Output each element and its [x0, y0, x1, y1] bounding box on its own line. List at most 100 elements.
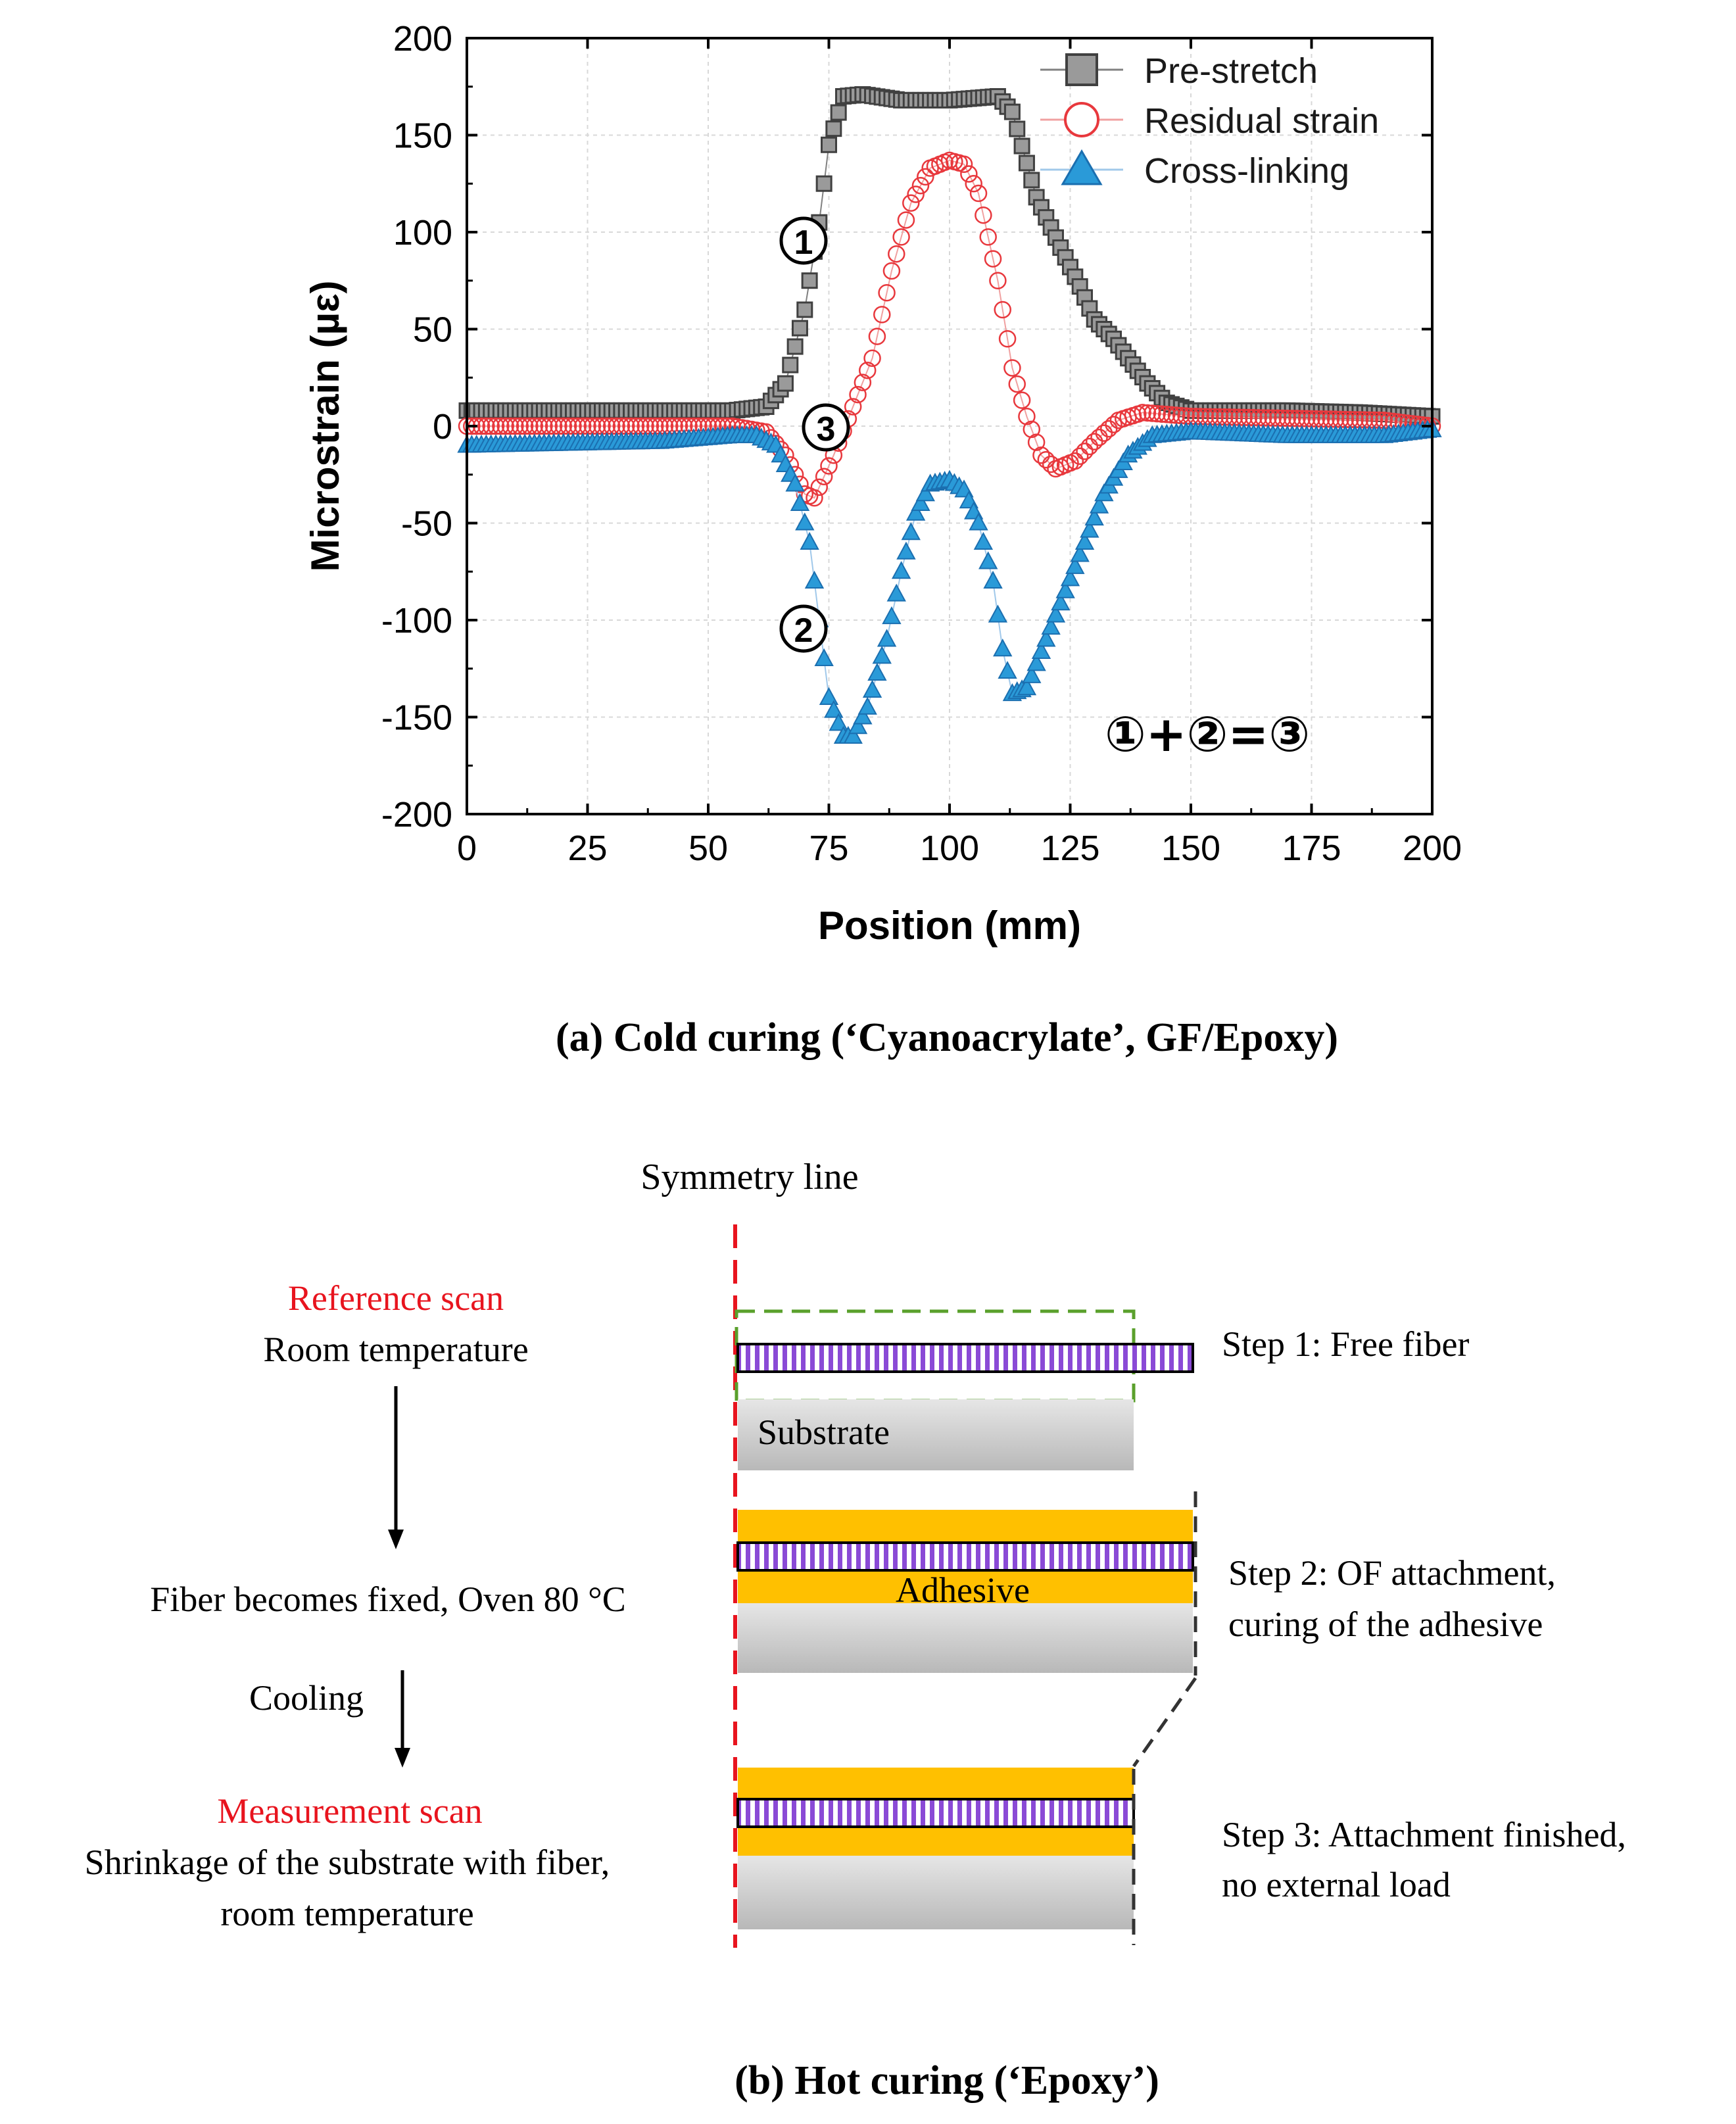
data-point-cross-linking: [1017, 677, 1037, 696]
data-point-cross-linking: [1080, 519, 1099, 538]
x-tick-label: 50: [688, 829, 728, 868]
x-axis-label: Position (mm): [818, 904, 1081, 948]
data-point-residual-strain: [892, 228, 910, 246]
data-point-cross-linking: [993, 639, 1013, 657]
data-point-cross-linking: [911, 493, 930, 511]
x-tick-label: 150: [1161, 829, 1220, 868]
data-point-pre-stretch: [1009, 120, 1026, 137]
data-point-residual-strain: [1013, 391, 1031, 409]
annotation-1-digit: 1: [794, 224, 813, 262]
data-point-residual-strain: [965, 175, 982, 193]
data-point-cross-linking: [829, 713, 848, 731]
data-point-residual-strain: [955, 155, 973, 173]
data-point-residual-strain: [1071, 447, 1089, 465]
hot-curing-diagram: Symmetry line Reference scan Room temper…: [85, 1157, 1626, 1948]
data-point-residual-strain: [897, 211, 915, 229]
data-point-residual-strain: [873, 306, 891, 324]
shrinkage-connector: [1132, 1677, 1197, 1768]
y-tick-label: -100: [381, 601, 452, 640]
data-point-cross-linking: [1074, 531, 1095, 550]
data-point-pre-stretch: [791, 320, 808, 337]
data-point-residual-strain: [1023, 420, 1041, 439]
data-point-cross-linking: [1055, 580, 1075, 598]
data-point-residual-strain: [1076, 443, 1094, 460]
data-point-residual-strain: [810, 478, 829, 496]
data-point-residual-strain: [849, 385, 867, 404]
data-point-residual-strain: [998, 330, 1017, 348]
data-point-residual-strain: [1095, 424, 1113, 442]
data-point-residual-strain: [907, 185, 925, 203]
axis-ticks: 0 25 50 75 100 125 150 175 200 200 150 100 50 0 -50 -10…: [381, 19, 1462, 868]
legend: Pre-stretch Residual strain Cross-linkin…: [1040, 51, 1379, 191]
data-point-residual-strain: [1138, 404, 1157, 422]
data-point-residual-strain: [882, 262, 901, 280]
data-point-cross-linking: [848, 716, 868, 735]
panel-b-caption: (b) Hot curing (‘Epoxy’): [735, 2058, 1159, 2103]
step3-label-line1: Step 3: Attachment finished,: [1222, 1815, 1626, 1854]
data-point-cross-linking: [857, 696, 877, 715]
data-point-cross-linking: [978, 551, 998, 569]
data-point-cross-linking: [1041, 616, 1061, 635]
data-point-cross-linking: [905, 502, 926, 521]
data-point-residual-strain: [911, 176, 930, 195]
y-tick-label: -50: [401, 504, 452, 544]
data-point-pre-stretch: [801, 272, 818, 289]
data-point-residual-strain: [969, 184, 988, 203]
data-point-cross-linking: [1036, 629, 1056, 647]
data-point-residual-strain: [487, 417, 505, 435]
data-point-residual-strain: [1134, 404, 1151, 422]
data-point-pre-stretch: [1003, 103, 1021, 120]
data-point-cross-linking: [886, 583, 906, 602]
cooling-label: Cooling: [249, 1678, 364, 1718]
data-point-pre-stretch: [782, 356, 799, 374]
x-tick-label: 25: [567, 829, 607, 868]
y-tick-label: 50: [413, 310, 452, 350]
y-tick-label: 100: [393, 213, 452, 253]
data-point-residual-strain: [1003, 359, 1021, 377]
data-point-pre-stretch: [1023, 172, 1040, 189]
data-point-residual-strain: [994, 301, 1011, 319]
reference-scan-label: Reference scan: [288, 1278, 504, 1318]
panel-a-caption: (a) Cold curing (‘Cyanoacrylate’, GF/Epo…: [556, 1015, 1338, 1060]
data-point-cross-linking: [790, 493, 810, 511]
series-cross-linking: [457, 419, 1442, 744]
y-tick-label: 0: [433, 407, 452, 447]
step3-illustration: [736, 1768, 1136, 1945]
data-point-cross-linking: [896, 541, 916, 560]
strain-chart: 0 25 50 75 100 125 150 175 200 200 150 100 50 0 -50 -10…: [303, 19, 1462, 948]
step2-label-line1: Step 2: OF attachment,: [1228, 1553, 1556, 1593]
annotation-equation-text: ①+②=③: [1105, 706, 1310, 763]
data-point-residual-strain: [1144, 404, 1161, 422]
data-point-cross-linking: [824, 700, 844, 718]
series-layer: [457, 86, 1442, 744]
step1-fiber: [736, 1343, 1194, 1373]
step3-substrate: [738, 1856, 1134, 1929]
data-point-residual-strain: [878, 283, 896, 302]
data-point-residual-strain: [868, 327, 886, 345]
x-tick-label: 200: [1403, 829, 1462, 868]
data-point-residual-strain: [501, 417, 519, 435]
data-point-pre-stretch: [786, 338, 804, 355]
data-point-pre-stretch: [821, 136, 837, 153]
data-point-cross-linking: [882, 606, 902, 625]
data-point-residual-strain: [1158, 406, 1176, 423]
step2-fiber: [736, 1541, 1194, 1572]
shrinkage-label-line2: room temperature: [220, 1894, 473, 1933]
measurement-scan-label: Measurement scan: [217, 1791, 482, 1831]
data-point-pre-stretch: [777, 375, 794, 392]
step2-label-line2: curing of the adhesive: [1228, 1605, 1543, 1644]
data-point-cross-linking: [877, 629, 897, 647]
symmetry-line-label: Symmetry line: [640, 1157, 858, 1197]
data-point-residual-strain: [1163, 406, 1180, 424]
data-point-pre-stretch: [830, 104, 847, 121]
data-point-residual-strain: [815, 468, 833, 485]
data-point-pre-stretch: [825, 120, 842, 137]
data-point-residual-strain: [1042, 455, 1060, 473]
data-point-cross-linking: [901, 522, 921, 541]
data-point-pre-stretch: [796, 301, 813, 318]
arrow-down-2-icon: [395, 1670, 410, 1768]
data-point-residual-strain: [1090, 428, 1108, 447]
annotation-3: ③ 3: [802, 403, 850, 452]
data-point-residual-strain: [1153, 405, 1171, 423]
